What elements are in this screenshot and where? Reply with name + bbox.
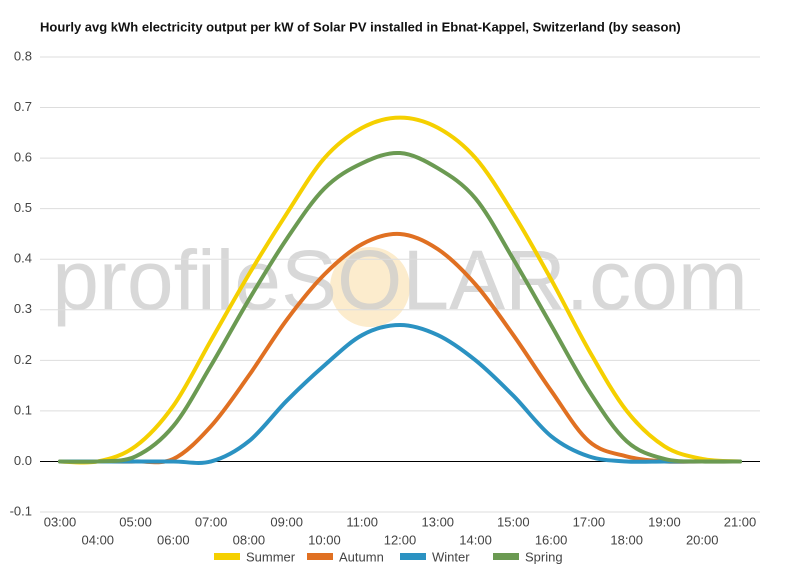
y-tick-label: 0.1 xyxy=(14,402,32,417)
legend-label: Summer xyxy=(246,549,296,564)
legend-swatch xyxy=(214,553,240,560)
x-tick-label: 09:00 xyxy=(270,514,303,529)
y-tick-label: 0.3 xyxy=(14,301,32,316)
y-tick-label: 0.6 xyxy=(14,150,32,165)
x-tick-label: 06:00 xyxy=(157,532,190,547)
x-tick-label: 16:00 xyxy=(535,532,568,547)
x-tick-label: 03:00 xyxy=(44,514,77,529)
legend-swatch xyxy=(493,553,519,560)
x-tick-label: 12:00 xyxy=(384,532,417,547)
grid xyxy=(40,56,760,513)
series-line xyxy=(58,231,742,465)
x-tick-label: 18:00 xyxy=(610,532,643,547)
x-tick-label: 08:00 xyxy=(233,532,266,547)
x-tick-label: 20:00 xyxy=(686,532,719,547)
legend-swatch xyxy=(307,553,333,560)
x-tick-label: 17:00 xyxy=(573,514,606,529)
series-line xyxy=(58,322,742,465)
x-tick-label: 19:00 xyxy=(648,514,681,529)
watermark: profileSOLAR.com xyxy=(52,233,748,327)
legend-label: Winter xyxy=(432,549,470,564)
y-tick-label: 0.2 xyxy=(14,352,32,367)
watermark-sun xyxy=(330,247,410,327)
legend-label: Spring xyxy=(525,549,563,564)
y-tick-label: 0.4 xyxy=(14,251,32,266)
y-tick-label: -0.1 xyxy=(10,503,32,518)
x-tick-label: 07:00 xyxy=(195,514,228,529)
x-tick-label: 04:00 xyxy=(82,532,115,547)
x-tick-label: 10:00 xyxy=(308,532,341,547)
x-tick-label: 15:00 xyxy=(497,514,530,529)
legend-label: Autumn xyxy=(339,549,384,564)
x-tick-label: 11:00 xyxy=(346,514,378,529)
y-tick-label: 0.7 xyxy=(14,99,32,114)
series-line xyxy=(58,115,742,465)
x-tick-label: 05:00 xyxy=(119,514,152,529)
legend-swatch xyxy=(400,553,426,560)
series-line xyxy=(58,151,742,464)
x-tick-label: 13:00 xyxy=(422,514,455,529)
x-tick-label: 21:00 xyxy=(724,514,757,529)
y-tick-label: 0.5 xyxy=(14,200,32,215)
y-tick-label: 0.8 xyxy=(14,48,32,63)
y-tick-label: 0.0 xyxy=(14,453,32,468)
chart-title: Hourly avg kWh electricity output per kW… xyxy=(40,19,681,34)
x-tick-label: 14:00 xyxy=(459,532,492,547)
